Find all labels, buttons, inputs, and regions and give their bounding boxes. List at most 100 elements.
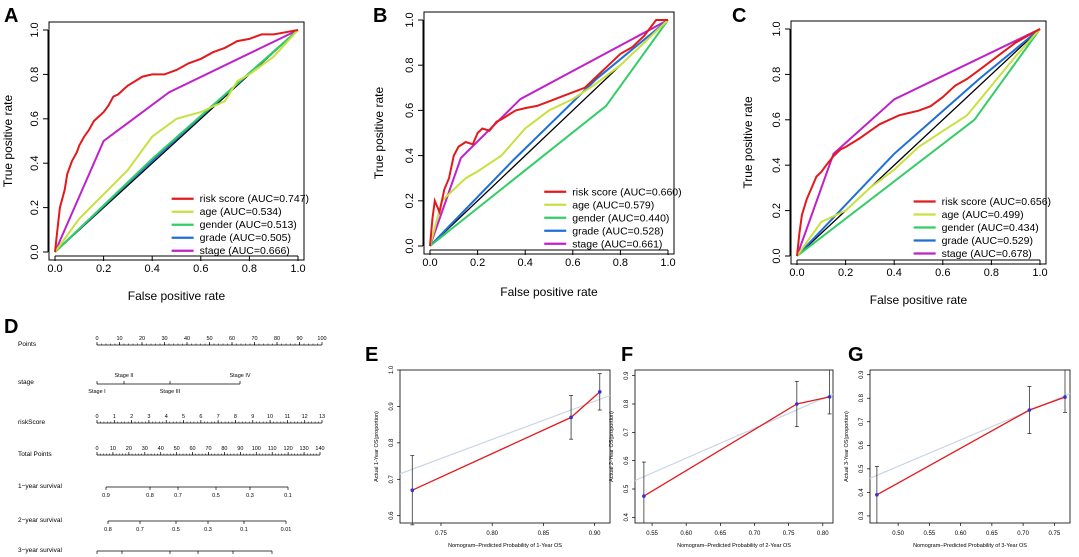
- plot-frame: [790, 20, 1047, 265]
- y-tick-label: 0.4: [624, 513, 630, 522]
- x-tick-label: 0.8: [984, 267, 999, 279]
- nomogram-tick-label: 20: [126, 446, 132, 452]
- plot-frame: [399, 369, 611, 524]
- nomogram-tick-label: 50: [206, 336, 212, 342]
- x-tick-label: 1.0: [1032, 267, 1047, 279]
- y-tick-label: 0.9: [389, 402, 395, 411]
- nomogram-row-label: 3−year survival: [18, 547, 62, 554]
- nomogram-tick-label: 10: [110, 446, 116, 452]
- nomogram-tick-label: 70: [251, 336, 257, 342]
- x-tick-label: 0.70: [1017, 531, 1029, 537]
- x-tick-label: 0.80: [486, 531, 498, 537]
- series-line-risk-score: [54, 29, 299, 253]
- panel-label-g: G: [848, 344, 864, 366]
- nomogram-tick-label: 30: [161, 336, 167, 342]
- nomogram-tick-label: 140: [315, 446, 324, 452]
- nomogram-tick-label: 0.7: [136, 527, 144, 533]
- x-axis-label: Nomogram–Predicted Probability of 2-Year…: [677, 543, 791, 549]
- nomogram-tick-label: 60: [190, 446, 196, 452]
- nomogram-row-label: 2−year survival: [18, 517, 62, 524]
- y-tick-label: 0.7: [624, 428, 630, 437]
- x-axis-label: False positive rate: [500, 285, 598, 299]
- nomogram-row-label: stage: [18, 379, 34, 386]
- nomogram-tick-label: 8: [234, 414, 237, 420]
- x-tick-label: 0.0: [789, 267, 804, 279]
- legend-label: grade (AUC=0.505): [200, 232, 291, 244]
- x-tick-label: 0.80: [817, 531, 829, 537]
- y-axis-label: Actual 2-Year OS(proportion): [609, 411, 615, 482]
- x-tick-label: 0.8: [613, 257, 628, 269]
- series-line-age: [54, 29, 299, 253]
- nomogram-tick-label: 0: [95, 336, 98, 342]
- y-tick-label: 0.4: [404, 148, 416, 163]
- y-tick-label: 0.0: [29, 244, 41, 259]
- series-line-risk-score: [796, 28, 1041, 257]
- nomogram-stage-label: Stage II: [115, 373, 134, 379]
- legend-label: age (AUC=0.534): [200, 206, 282, 218]
- legend-label: risk score (AUC=0.747): [200, 193, 309, 205]
- legend-label: stage (AUC=0.678): [942, 248, 1032, 260]
- nomogram-tick-label: 70: [205, 446, 211, 452]
- series-line-stage: [796, 28, 1041, 257]
- series-line-gender: [796, 28, 1041, 257]
- series-line-stage: [54, 29, 299, 253]
- nomogram-tick-label: 20: [139, 336, 145, 342]
- series-line-gender: [429, 19, 669, 247]
- nomogram-tick-label: 0.1: [284, 493, 292, 499]
- calibration-point: [410, 488, 415, 493]
- x-tick-label: 0.6: [565, 257, 580, 269]
- series-line-grade: [429, 19, 669, 247]
- nomogram-tick-label: 1: [113, 414, 116, 420]
- panel-label-e: E: [365, 344, 378, 366]
- calibration-point: [875, 492, 879, 497]
- nomogram-tick-label: 0.5: [212, 493, 220, 499]
- ideal-reference-line: [634, 393, 834, 482]
- roc-chart-a: 0.0 0.2 0.4 0.6 0.8 1.0 0.0 0.2 0.4 0.6 0.8 1.0 Fals…: [1, 21, 309, 303]
- y-tick-label: 0.2: [404, 193, 416, 208]
- y-tick-label: 0.7: [859, 417, 865, 426]
- x-tick-label: 0.8: [242, 263, 257, 275]
- panel-label-b: B: [373, 5, 387, 27]
- legend-label: stage (AUC=0.661): [572, 238, 662, 250]
- x-tick-label: 0.55: [924, 531, 936, 537]
- nomogram-tick-label: 11: [285, 414, 291, 420]
- legend-label: risk score (AUC=0.660): [572, 186, 681, 198]
- nomogram-tick-label: 0.3: [204, 527, 212, 533]
- x-tick-label: 0.0: [47, 263, 62, 275]
- calibration-point: [597, 390, 602, 394]
- x-tick-label: 0.2: [838, 267, 853, 279]
- nomogram-tick-label: 7: [217, 414, 220, 420]
- calibration-point: [569, 415, 573, 420]
- y-axis-label: Actual 3-Year OS(proportion): [844, 411, 850, 482]
- calibration-point: [795, 402, 799, 406]
- x-tick-label: 0.65: [986, 531, 998, 537]
- x-tick-label: 0.55: [646, 531, 658, 537]
- x-axis-label: Nomogram–Predicted Probability of 3-Year…: [913, 543, 1027, 549]
- roc-chart-b: 0.0 0.2 0.4 0.6 0.8 1.0 0.0 0.2 0.4 0.6 0.8 1.0 Fals…: [372, 11, 682, 299]
- nomogram-tick-label: 0.01: [281, 527, 292, 533]
- x-tick-label: 0.2: [96, 263, 111, 275]
- y-axis-label: True positive rate: [372, 87, 386, 180]
- y-tick-label: 0.6: [624, 456, 630, 465]
- nomogram-stage-label: Stage IV: [229, 373, 250, 379]
- nomogram-tick-label: 0.3: [246, 493, 254, 499]
- y-tick-label: 0.5: [624, 484, 630, 493]
- nomogram-row-label: riskScore: [18, 419, 45, 426]
- calibration-line: [412, 391, 601, 491]
- nomogram-tick-label: 0.5: [172, 527, 180, 533]
- nomogram-tick-label: 0: [95, 446, 98, 452]
- series-line-age: [796, 28, 1041, 257]
- nomogram-tick-label: 120: [284, 446, 293, 452]
- panel-label-a: A: [4, 5, 18, 27]
- legend-label: gender (AUC=0.440): [572, 212, 669, 224]
- nomogram-tick-label: 0: [95, 414, 98, 420]
- ideal-reference-line: [399, 394, 611, 475]
- calibration-line: [643, 396, 830, 497]
- legend-label: grade (AUC=0.529): [942, 235, 1033, 247]
- y-tick-label: 0.8: [624, 399, 630, 408]
- series-line-risk-score: [429, 19, 668, 247]
- nomogram-tick-label: 5: [182, 414, 185, 420]
- nomogram-row-label: 1−year survival: [18, 483, 62, 490]
- nomogram-tick-label: 40: [158, 446, 164, 452]
- legend-label: stage (AUC=0.666): [200, 245, 290, 257]
